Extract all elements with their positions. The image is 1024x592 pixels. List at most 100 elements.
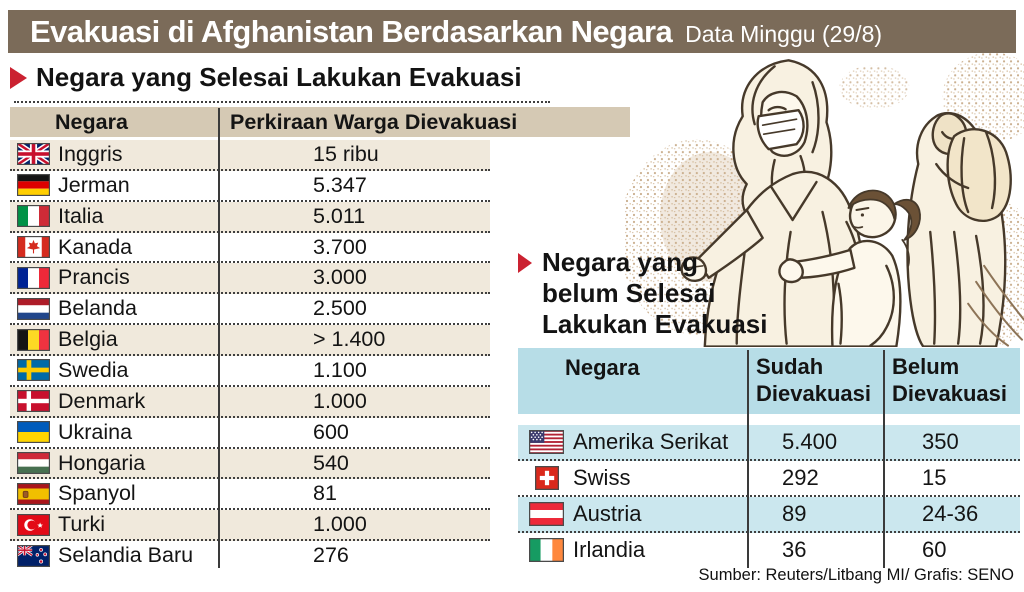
at-flag-icon [529,502,564,526]
dotted-rule [14,101,550,103]
column-divider [883,350,885,568]
country-name: Prancis [58,265,130,290]
evacuee-count: 15 ribu [313,141,379,166]
completed-section-title-text: Negara yang Selesai Lakukan Evakuasi [36,62,522,92]
country-name: Italia [58,203,104,228]
completed-section-title: Negara yang Selesai Lakukan Evakuasi [10,62,522,93]
evacuated-count: 89 [782,501,807,526]
table-row: Austria 89 24-36 [518,497,1020,533]
figure-with-bundle [906,111,1024,347]
table-row: Denmark 1.000 [10,386,490,418]
country-name: Austria [573,501,642,526]
uk-flag-icon [17,143,50,166]
table-row: Hongaria 540 [10,448,490,480]
masked-woman [680,59,868,347]
country-name: Kanada [58,234,133,259]
column-header-evacuated: Sudah Dievakuasi [756,354,871,406]
table-row: Irlandia 36 60 [518,533,1020,567]
evacuee-count: 1.000 [313,388,367,413]
be-flag-icon [17,328,50,351]
evacuee-count: 5.011 [313,203,366,228]
not-evacuated-count: 24-36 [922,501,979,526]
country-name: Jerman [58,172,130,197]
table-row: Belanda 2.500 [10,294,490,326]
ch-flag-icon [529,466,564,490]
country-name: Spanyol [58,481,136,506]
header-bar: Evakuasi di Afghanistan Berdasarkan Nega… [8,10,1016,53]
page-title: Evakuasi di Afghanistan Berdasarkan Nega… [30,13,673,49]
evacuee-count: 1.100 [313,357,367,382]
de-flag-icon [17,174,50,197]
column-header-not-evacuated: Belum Dievakuasi [892,354,1007,406]
evacuee-count: 3.700 [313,234,367,259]
country-name: Belgia [58,327,118,352]
country-name: Hongaria [58,450,146,475]
table-row: Prancis 3.000 [10,263,490,295]
ua-flag-icon [17,421,50,444]
evacuee-count: 3.000 [313,265,367,290]
pending-table-header: Negara Sudah Dievakuasi Belum Dievakuasi [518,348,1020,414]
completed-table-header: Negara Perkiraan Warga Dievakuasi [10,107,630,137]
ie-flag-icon [529,538,564,562]
ca-flag-icon [17,236,50,258]
nl-flag-icon [17,297,50,320]
it-flag-icon [17,205,50,228]
table-row: Ukraina 600 [10,418,490,449]
column-header-country: Negara [565,355,640,380]
not-evacuated-count: 350 [922,429,959,454]
es-flag-icon [17,482,50,505]
triangle-bullet-icon [518,253,532,273]
table-row: Jerman 5.347 [10,171,490,202]
country-name: Irlandia [573,537,646,562]
country-name: Turki [58,512,105,537]
table-row: Swedia 1.100 [10,356,490,387]
hu-flag-icon [17,452,50,475]
column-divider [747,350,749,568]
country-name: Belanda [58,296,137,321]
evacuee-count: > 1.400 [313,327,386,352]
pending-section-title-text: Negara yang belum Selesai Lakukan Evakua… [542,247,768,339]
country-name: Swedia [58,357,129,382]
column-header-evacuees: Perkiraan Warga Dievakuasi [230,110,518,134]
dk-flag-icon [17,390,50,413]
country-name: Amerika Serikat [573,429,729,454]
country-name: Denmark [58,388,146,413]
table-row: Amerika Serikat 5.400 350 [518,425,1020,461]
column-header-country: Negara [55,110,128,134]
us-flag-icon [529,430,564,454]
country-name: Ukraina [58,419,133,444]
evacuee-count: 540 [313,450,349,475]
evacuee-count: 276 [313,543,349,568]
table-row: Spanyol 81 [10,479,490,511]
child-figure [778,189,921,347]
se-flag-icon [17,359,50,382]
source-credit: Sumber: Reuters/Litbang MI/ Grafis: SENO [698,566,1014,584]
refugees-illustration [625,52,1024,347]
triangle-bullet-icon [10,66,27,89]
not-evacuated-count: 15 [922,465,947,490]
pending-section-title: Negara yang belum Selesai Lakukan Evakua… [518,247,767,340]
fr-flag-icon [17,266,50,289]
column-divider [218,108,220,568]
table-row: Kanada 3.700 [10,233,490,264]
evacuee-count: 1.000 [313,512,367,537]
table-row: Belgia > 1.400 [10,325,490,357]
evacuee-count: 600 [313,419,349,444]
completed-table-body: Inggris 15 ribu Jerman 5.347 Italia 5.011 Kana… [10,140,490,570]
country-name: Selandia Baru [58,543,194,568]
evacuated-count: 36 [782,537,807,562]
table-row: Inggris 15 ribu [10,140,490,171]
tr-flag-icon [17,513,50,536]
country-name: Swiss [573,465,631,490]
table-row: Turki 1.000 [10,510,490,542]
nz-flag-icon [17,544,50,567]
evacuee-count: 2.500 [313,296,367,321]
evacuated-count: 5.400 [782,429,838,454]
table-row: Italia 5.011 [10,201,490,233]
table-row: Selandia Baru 276 [10,541,490,570]
not-evacuated-count: 60 [922,537,947,562]
country-name: Inggris [58,141,123,166]
evacuee-count: 81 [313,481,337,506]
header-date-note: Data Minggu (29/8) [685,20,883,47]
